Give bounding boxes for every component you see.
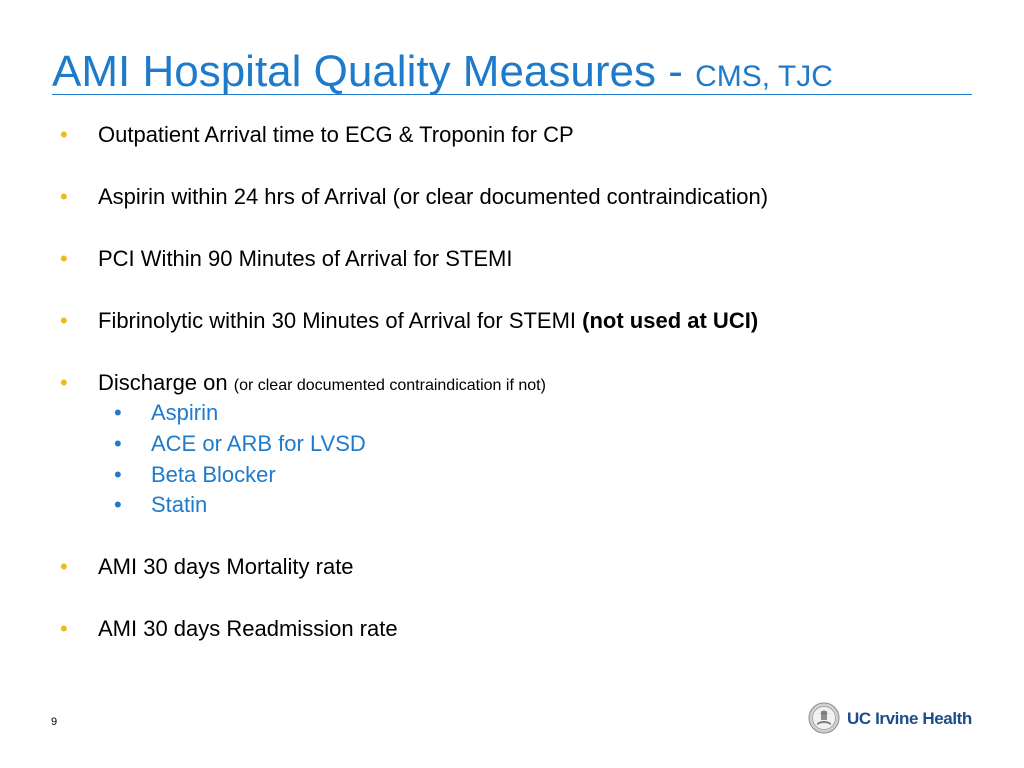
page-number: 9 — [51, 716, 58, 728]
bullet-marker: • — [60, 370, 68, 395]
sub-bullet-marker: • — [114, 431, 122, 456]
title-sub: CMS, TJC — [695, 60, 833, 93]
sub-bullet-text: Beta Blocker — [151, 462, 276, 487]
bullet-marker: • — [60, 246, 68, 271]
uc-irvine-health-logo: UC Irvine Health — [808, 702, 978, 736]
bullet-text: Discharge on — [98, 370, 234, 395]
title-underline — [52, 94, 972, 95]
bullet-note: (or clear documented contraindication if… — [233, 377, 546, 394]
bullet-marker: • — [60, 308, 68, 333]
bullet-marker: • — [60, 616, 68, 641]
bullet-marker: • — [60, 184, 68, 209]
bullet-text: Fibrinolytic within 30 Minutes of Arriva… — [98, 308, 583, 333]
bullet-emphasis: (not used at UCI) — [582, 308, 759, 333]
bullet-text: AMI 30 days Readmission rate — [98, 616, 398, 641]
bullet-text: Aspirin within 24 hrs of Arrival (or cle… — [98, 184, 769, 209]
sub-bullet-text: Aspirin — [151, 400, 219, 425]
sub-bullet-text: ACE or ARB for LVSD — [151, 431, 366, 456]
bullet-text: PCI Within 90 Minutes of Arrival for STE… — [98, 246, 513, 271]
title-main: AMI Hospital Quality Measures - — [52, 47, 696, 96]
sub-bullet-marker: • — [114, 462, 122, 487]
bullet-marker: • — [60, 122, 68, 147]
bullet-text: AMI 30 days Mortality rate — [98, 554, 354, 579]
bullet-text: Outpatient Arrival time to ECG & Troponi… — [98, 122, 574, 147]
university-seal-icon — [808, 702, 840, 734]
logo-text: UC Irvine Health — [847, 709, 972, 728]
bullet-marker: • — [60, 554, 68, 579]
sub-bullet-marker: • — [114, 492, 122, 517]
sub-bullet-marker: • — [114, 400, 122, 425]
slide-title: AMI Hospital Quality Measures - CMS, TJC — [52, 50, 972, 94]
sub-bullet-text: Statin — [151, 492, 208, 517]
